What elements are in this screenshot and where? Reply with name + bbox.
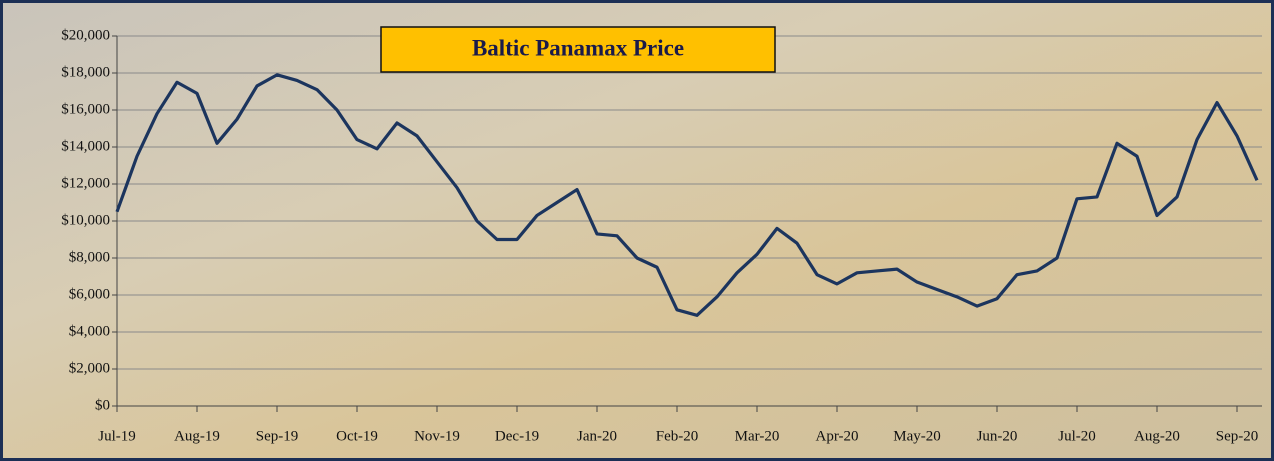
y-tick-label: $18,000 xyxy=(61,64,110,80)
x-tick-label: Sep-20 xyxy=(1216,428,1259,444)
plot-area: $0 $2,000 $4,000 $6,000 $8,000 $10,000 $12,000… xyxy=(61,27,1262,444)
y-tick-label: $6,000 xyxy=(69,286,110,302)
x-tick-label: May-20 xyxy=(893,428,941,444)
y-tick-label: $14,000 xyxy=(61,138,110,154)
x-tick-label: Feb-20 xyxy=(656,428,699,444)
x-tick-label: Apr-20 xyxy=(815,428,858,444)
x-tick-label: Jul-19 xyxy=(98,428,136,444)
x-tick-label: Dec-19 xyxy=(495,428,539,444)
y-tick-label: $16,000 xyxy=(61,101,110,117)
x-tick-label: Nov-19 xyxy=(414,428,460,444)
x-tick-label: Aug-20 xyxy=(1134,428,1180,444)
x-tick-label: Aug-19 xyxy=(174,428,220,444)
y-tick-label: $20,000 xyxy=(61,27,110,43)
y-tick-label: $8,000 xyxy=(69,249,110,265)
y-tick-label: $10,000 xyxy=(61,212,110,228)
x-tick-label: Jul-20 xyxy=(1058,428,1096,444)
y-tick-label: $4,000 xyxy=(69,323,110,339)
y-tick-label: $12,000 xyxy=(61,175,110,191)
chart-title: Baltic Panamax Price xyxy=(472,35,684,60)
x-tick-label: Sep-19 xyxy=(256,428,299,444)
x-tick-label: Jun-20 xyxy=(977,428,1018,444)
x-tick-label: Mar-20 xyxy=(735,428,780,444)
y-tick-label: $2,000 xyxy=(69,360,110,376)
title-box xyxy=(380,26,776,73)
price-line xyxy=(115,73,1259,317)
y-tick-label: $0 xyxy=(95,397,110,413)
x-tick-label: Oct-19 xyxy=(336,428,378,444)
x-tick-label: Jan-20 xyxy=(577,428,617,444)
